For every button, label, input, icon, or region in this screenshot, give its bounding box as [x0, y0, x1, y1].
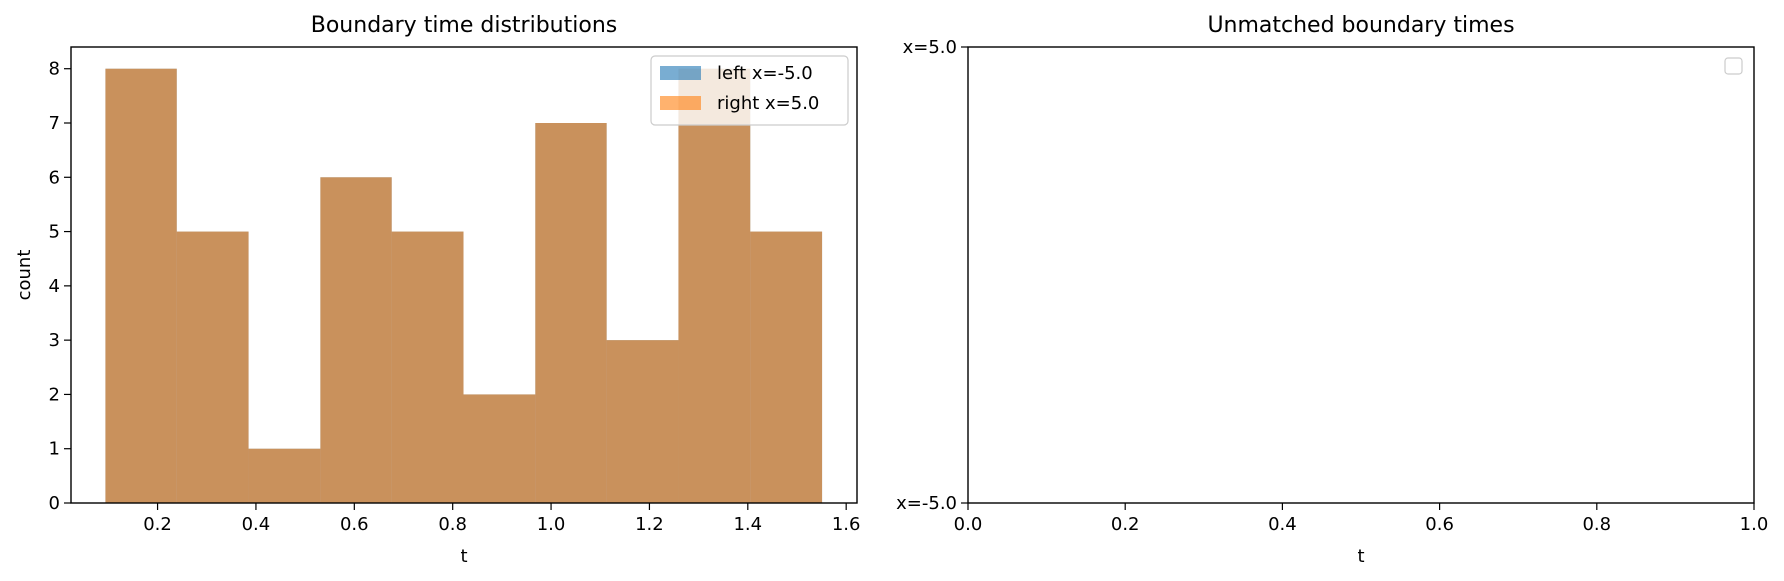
x-tick-label: 1.0 — [1740, 514, 1769, 535]
y-tick-label: 8 — [49, 59, 60, 80]
x-tick-label: 1.2 — [635, 514, 664, 535]
histogram-bar-right — [176, 231, 249, 504]
x-axis-label: t — [460, 546, 467, 567]
x-tick-label: 0.4 — [1268, 514, 1297, 535]
legend-box — [1724, 57, 1743, 75]
x-tick-label: 0.2 — [1111, 514, 1140, 535]
x-tick-label: 1.6 — [832, 514, 861, 535]
histogram-bar-right — [606, 340, 679, 503]
x-tick-label: 0.8 — [1582, 514, 1611, 535]
histogram-bar-right — [105, 68, 177, 503]
histogram-bar-right — [320, 177, 392, 504]
axes-frame — [70, 46, 858, 504]
x-axis-label: t — [1357, 546, 1364, 567]
x-tick-label: 0.2 — [143, 514, 172, 535]
x-tick-label: 0.8 — [438, 514, 467, 535]
y-tick-label: 2 — [49, 384, 60, 405]
x-tick-label: 0.0 — [954, 514, 983, 535]
legend-swatch — [660, 96, 701, 110]
legend-swatch — [660, 66, 701, 80]
y-tick-label: 5 — [49, 222, 60, 243]
y-axis-label: count — [14, 250, 35, 301]
x-tick-label: 1.0 — [537, 514, 566, 535]
y-tick-label: 7 — [49, 113, 60, 134]
y-tick-label: 1 — [49, 439, 60, 460]
legend-label: left x=-5.0 — [717, 63, 813, 84]
x-tick-label: 0.4 — [242, 514, 271, 535]
y-tick-label: 4 — [49, 276, 60, 297]
x-tick-label: 0.6 — [340, 514, 369, 535]
x-tick-label: 0.6 — [1425, 514, 1454, 535]
histogram-bar-right — [248, 448, 321, 503]
histogram-bar-right — [463, 394, 536, 503]
legend-label: right x=5.0 — [717, 93, 819, 114]
y-tick-label: 3 — [49, 330, 60, 351]
axes-frame — [967, 46, 1755, 504]
chart-title: Unmatched boundary times — [1207, 13, 1514, 38]
y-tick-label: x=-5.0 — [896, 493, 957, 514]
y-tick-label: 6 — [49, 167, 60, 188]
histogram-bar-right — [678, 68, 751, 503]
histogram-bar-right — [750, 231, 823, 504]
histogram-bar-right — [535, 123, 607, 503]
y-tick-label: 0 — [49, 493, 60, 514]
histogram-bar-right — [391, 231, 464, 504]
y-tick-label: x=5.0 — [903, 37, 957, 58]
x-tick-label: 1.4 — [733, 514, 762, 535]
chart-title: Boundary time distributions — [311, 13, 617, 38]
